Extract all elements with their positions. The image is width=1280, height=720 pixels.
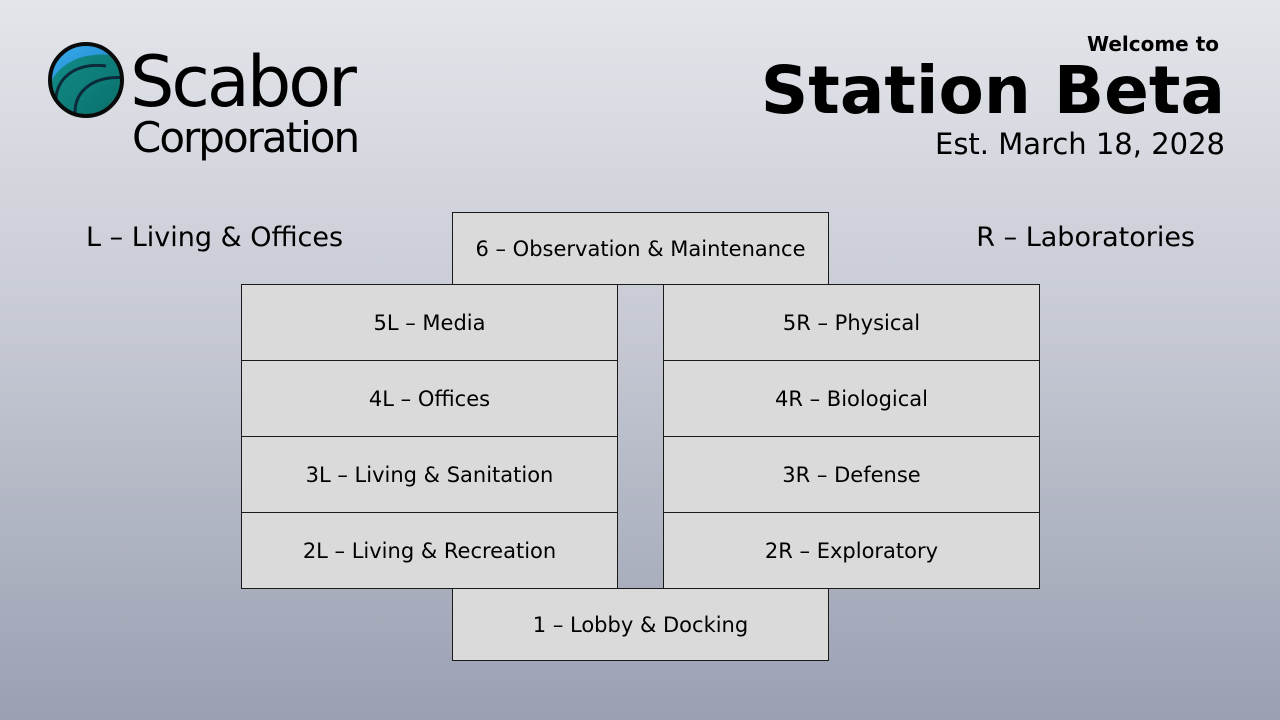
established-date: Est. March 18, 2028 bbox=[935, 127, 1225, 161]
company-subtitle: Corporation bbox=[132, 113, 360, 162]
floor-2l-box: 2L – Living & Recreation bbox=[241, 512, 618, 589]
company-logo: Scabor Corporation bbox=[46, 40, 406, 170]
welcome-text: Welcome to bbox=[1086, 32, 1219, 56]
floor-3l-box: 3L – Living & Sanitation bbox=[241, 436, 618, 513]
globe-logo-icon bbox=[48, 42, 124, 118]
floor-5r-box: 5R – Physical bbox=[663, 284, 1040, 361]
floor-5l-box: 5L – Media bbox=[241, 284, 618, 361]
floor-1-box: 1 – Lobby & Docking bbox=[452, 588, 829, 661]
right-wing-label: R – Laboratories bbox=[976, 222, 1195, 253]
station-title: Station Beta bbox=[760, 52, 1225, 129]
left-wing-label: L – Living & Offices bbox=[86, 222, 344, 253]
floor-3r-box: 3R – Defense bbox=[663, 436, 1040, 513]
floor-4r-box: 4R – Biological bbox=[663, 360, 1040, 437]
floor-4l-box: 4L – Offices bbox=[241, 360, 618, 437]
company-name: Scabor bbox=[130, 41, 357, 123]
floor-2r-box: 2R – Exploratory bbox=[663, 512, 1040, 589]
floor-6-box: 6 – Observation & Maintenance bbox=[452, 212, 829, 285]
